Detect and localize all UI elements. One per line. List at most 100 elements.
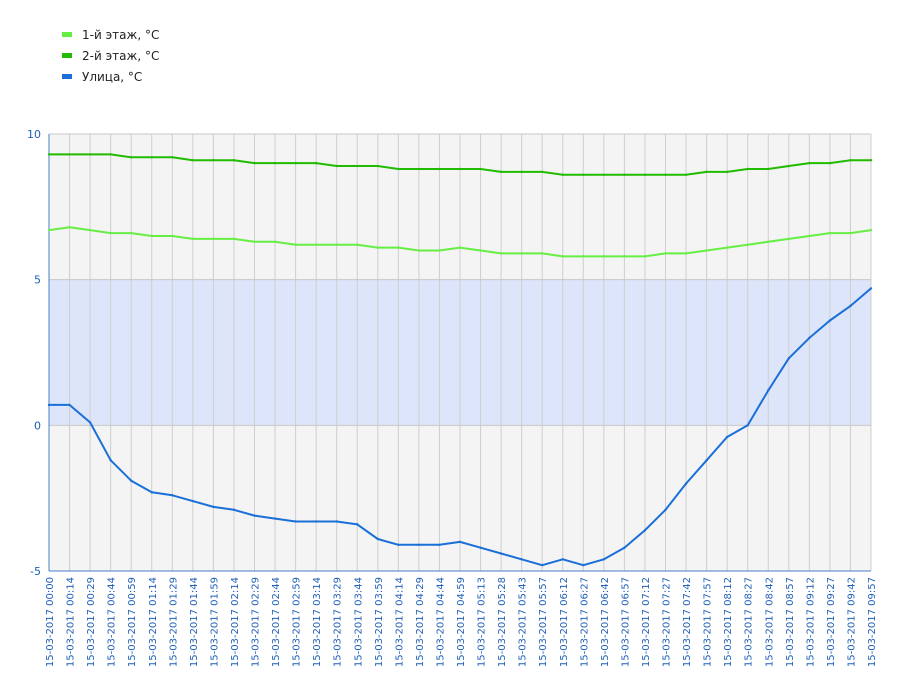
data-point bbox=[171, 234, 174, 238]
x-tick-label: 15-03-2017 09:12 bbox=[805, 577, 816, 667]
data-point bbox=[582, 563, 585, 567]
data-point bbox=[212, 159, 215, 162]
data-point bbox=[643, 173, 647, 176]
x-tick-label: 15-03-2017 09:57 bbox=[867, 577, 878, 667]
data-point bbox=[191, 499, 195, 503]
x-tick-label: 15-03-2017 06:12 bbox=[559, 577, 570, 667]
legend-item-floor1: 1-й этаж, °C bbox=[62, 24, 159, 45]
data-point bbox=[582, 255, 585, 258]
data-point bbox=[397, 543, 400, 546]
legend-swatch-floor2 bbox=[62, 53, 72, 58]
data-point bbox=[541, 170, 544, 174]
x-tick-label: 15-03-2017 03:29 bbox=[333, 577, 344, 667]
x-tick-label: 15-03-2017 02:29 bbox=[251, 577, 262, 667]
data-point bbox=[130, 479, 133, 482]
x-tick-label: 15-03-2017 02:14 bbox=[230, 577, 241, 667]
series-points-floor1 bbox=[47, 226, 873, 258]
y-tick-label: -5 bbox=[30, 565, 41, 578]
data-point bbox=[130, 231, 133, 235]
data-point bbox=[869, 228, 873, 232]
data-point bbox=[767, 167, 770, 171]
data-point bbox=[849, 304, 852, 308]
data-point bbox=[787, 237, 790, 241]
x-tick-label: 15-03-2017 08:12 bbox=[723, 577, 734, 667]
data-point bbox=[705, 459, 708, 462]
x-tick-label: 15-03-2017 09:42 bbox=[846, 577, 857, 667]
legend-swatch-floor1 bbox=[62, 32, 72, 37]
data-point bbox=[787, 164, 790, 168]
series-points-street bbox=[47, 287, 873, 567]
y-tick-label: 10 bbox=[27, 128, 41, 141]
x-tick-label: 15-03-2017 05:13 bbox=[477, 577, 488, 667]
data-point bbox=[684, 482, 688, 485]
x-tick-label: 15-03-2017 01:14 bbox=[148, 577, 159, 667]
x-tick-label: 15-03-2017 04:29 bbox=[415, 577, 426, 667]
data-point bbox=[828, 161, 832, 165]
data-point bbox=[314, 243, 318, 246]
data-point bbox=[520, 252, 523, 255]
data-point bbox=[808, 336, 811, 340]
data-point bbox=[602, 558, 606, 561]
x-tick-label: 15-03-2017 04:14 bbox=[394, 577, 405, 667]
data-point bbox=[273, 240, 277, 243]
x-tick-label: 15-03-2017 07:57 bbox=[703, 577, 714, 667]
data-point bbox=[643, 529, 647, 532]
x-tick-label: 15-03-2017 04:59 bbox=[456, 577, 467, 667]
data-point bbox=[130, 156, 133, 159]
data-point bbox=[602, 255, 606, 258]
data-point bbox=[438, 249, 441, 252]
data-point bbox=[294, 520, 297, 523]
x-tick-label: 15-03-2017 03:44 bbox=[353, 577, 364, 667]
x-tick-label: 15-03-2017 01:29 bbox=[168, 577, 179, 667]
x-tick-label: 15-03-2017 02:44 bbox=[271, 577, 282, 667]
x-tick-label: 15-03-2017 00:14 bbox=[66, 577, 77, 667]
data-point bbox=[684, 173, 688, 176]
data-point bbox=[88, 421, 92, 424]
data-point bbox=[232, 237, 236, 241]
legend-label-floor1: 1-й этаж, °C bbox=[82, 27, 160, 42]
data-point bbox=[376, 537, 379, 541]
x-tick-label: 15-03-2017 07:12 bbox=[641, 577, 652, 667]
data-point bbox=[47, 153, 51, 156]
data-point bbox=[808, 234, 811, 238]
x-tick-label: 15-03-2017 09:27 bbox=[826, 577, 837, 667]
data-point bbox=[232, 508, 236, 512]
data-point bbox=[109, 459, 112, 462]
data-point bbox=[479, 167, 482, 171]
x-tick-label: 15-03-2017 00:29 bbox=[86, 577, 97, 667]
data-point bbox=[417, 249, 421, 252]
data-point bbox=[458, 246, 462, 249]
data-point bbox=[356, 523, 359, 526]
data-point bbox=[335, 243, 338, 246]
data-point bbox=[356, 243, 359, 246]
data-point bbox=[458, 167, 462, 171]
legend: 1-й этаж, °C 2-й этаж, °C Улица, °C bbox=[62, 24, 159, 87]
data-point bbox=[397, 246, 400, 249]
data-point bbox=[253, 514, 256, 517]
data-point bbox=[561, 173, 564, 176]
data-point bbox=[725, 246, 729, 249]
x-tick-label: 15-03-2017 00:59 bbox=[127, 577, 138, 667]
data-point bbox=[68, 403, 71, 407]
data-point bbox=[109, 231, 112, 235]
data-point bbox=[664, 508, 667, 512]
data-point bbox=[869, 287, 873, 290]
data-point bbox=[376, 246, 379, 249]
data-point bbox=[171, 156, 174, 159]
data-point bbox=[68, 226, 71, 229]
data-point bbox=[499, 252, 503, 255]
y-tick-label: 0 bbox=[34, 419, 41, 432]
data-point bbox=[273, 161, 277, 165]
data-point bbox=[376, 164, 379, 168]
data-point bbox=[212, 237, 215, 241]
data-point bbox=[150, 234, 153, 238]
data-point bbox=[499, 170, 503, 174]
data-point bbox=[746, 167, 749, 171]
data-point bbox=[869, 159, 873, 162]
data-point bbox=[541, 252, 544, 255]
legend-label-street: Улица, °C bbox=[82, 69, 143, 84]
data-point bbox=[212, 505, 215, 509]
series-points-floor2 bbox=[47, 153, 873, 176]
x-tick-label: 15-03-2017 05:28 bbox=[497, 577, 508, 667]
data-point bbox=[520, 558, 523, 561]
